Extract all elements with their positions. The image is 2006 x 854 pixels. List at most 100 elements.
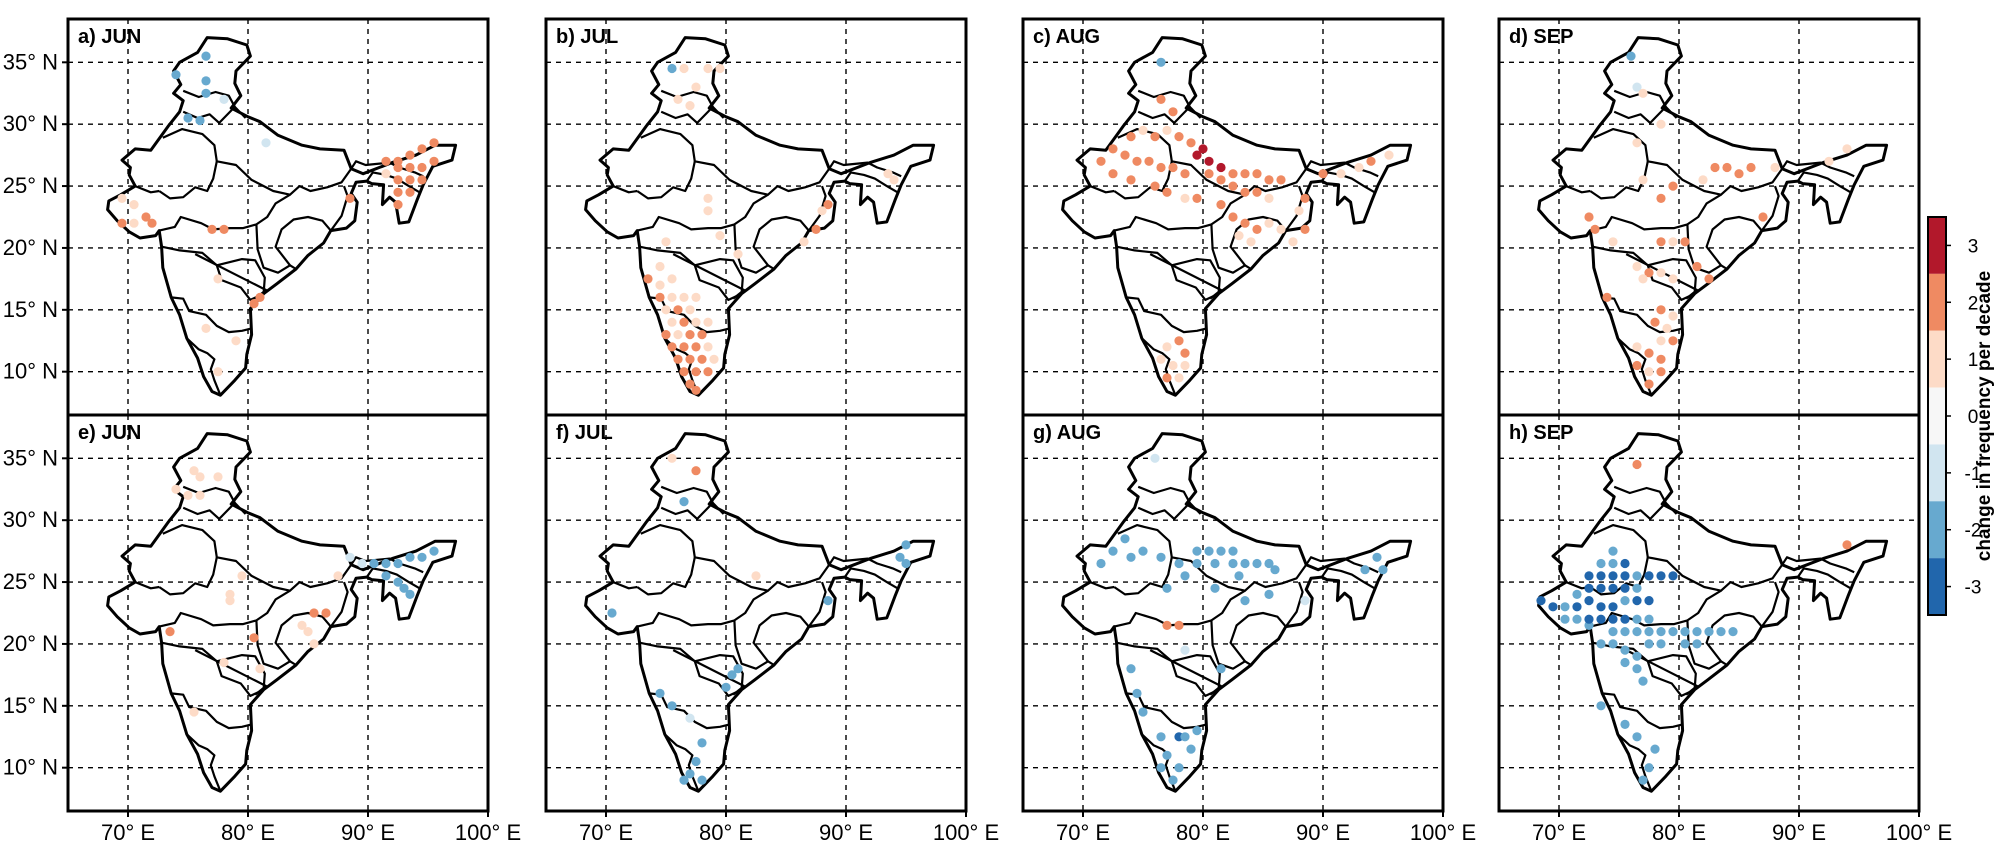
lon-tick-label: 70° E <box>101 820 155 845</box>
state-boundary <box>329 185 349 232</box>
station-point <box>321 608 331 618</box>
state-boundary <box>1210 620 1252 670</box>
station-point <box>1638 274 1648 284</box>
india-outline <box>1537 432 1889 793</box>
station-point <box>1668 237 1678 247</box>
state-boundary <box>1113 161 1173 200</box>
station-point <box>691 292 701 302</box>
panel-background <box>1499 415 1919 811</box>
station-point <box>697 330 707 340</box>
station-point <box>673 330 683 340</box>
station-point <box>1162 750 1172 760</box>
station-point <box>751 571 761 581</box>
state-boundary <box>1796 171 1852 194</box>
station-point <box>1240 169 1250 179</box>
station-point <box>171 484 181 494</box>
lon-tick-label: 90° E <box>819 820 873 845</box>
station-point <box>429 546 439 556</box>
station-point <box>1180 348 1190 358</box>
station-point <box>703 193 713 203</box>
station-point <box>1560 614 1570 624</box>
station-point <box>1560 602 1570 612</box>
lon-tick-label: 90° E <box>1772 820 1826 845</box>
station-point <box>381 571 391 581</box>
station-point <box>1692 261 1702 272</box>
state-boundary <box>162 127 353 196</box>
station-point <box>165 627 175 637</box>
station-point <box>1842 144 1852 154</box>
panel-content <box>1023 415 1443 811</box>
station-point <box>1300 596 1310 606</box>
station-point <box>1656 119 1666 129</box>
map-panel-jul-top: b) JUL <box>544 17 968 417</box>
station-point <box>1728 627 1738 637</box>
station-point <box>393 200 403 210</box>
station-point <box>1770 162 1780 173</box>
map-panel-jun-bottom: e) JUN <box>66 413 490 813</box>
station-point <box>1680 639 1690 649</box>
station-point <box>117 193 127 203</box>
state-boundary <box>1171 654 1221 690</box>
state-boundary <box>216 654 266 690</box>
station-point <box>817 206 827 216</box>
station-point <box>1704 274 1714 284</box>
station-point <box>1186 138 1196 148</box>
state-boundary <box>733 620 775 670</box>
station-point <box>1620 645 1630 655</box>
station-point <box>1644 379 1654 389</box>
state-boundary <box>161 641 265 697</box>
state-boundary <box>636 589 769 628</box>
station-point <box>1108 546 1118 556</box>
station-point <box>345 552 355 562</box>
station-point <box>1192 546 1202 556</box>
station-point <box>685 305 695 315</box>
station-point <box>1300 224 1310 234</box>
station-point <box>1156 162 1166 173</box>
station-point <box>1318 169 1328 179</box>
station-point <box>1572 589 1582 599</box>
station-point <box>1632 596 1642 606</box>
panel-content <box>1499 415 1919 811</box>
station-point <box>1126 132 1136 142</box>
lat-tick-label: 20° N <box>3 631 58 656</box>
station-point <box>1632 342 1642 352</box>
station-point <box>1596 701 1606 711</box>
station-point <box>685 379 695 389</box>
station-point <box>1138 707 1148 717</box>
station-point <box>405 162 415 173</box>
station-point <box>667 453 677 463</box>
station-point <box>1204 156 1214 166</box>
state-boundary <box>255 224 297 274</box>
station-point <box>1174 132 1184 142</box>
map-panel-jun-top: a) JUN <box>66 17 490 417</box>
station-point <box>1746 162 1756 173</box>
station-point <box>405 175 415 185</box>
station-point <box>1264 218 1274 228</box>
station-point <box>1132 688 1142 698</box>
colorbar-bins <box>1928 217 1946 615</box>
station-point <box>1680 237 1690 247</box>
station-point <box>1620 558 1630 569</box>
state-boundary <box>1116 245 1220 301</box>
lat-tick-label: 10° N <box>3 755 58 780</box>
station-point <box>1264 175 1274 185</box>
station-point <box>1162 125 1172 135</box>
station-point <box>1620 571 1630 581</box>
station-point <box>1656 305 1666 315</box>
station-point <box>1716 627 1726 637</box>
station-point <box>219 657 229 668</box>
station-point <box>1620 657 1630 668</box>
panel-background <box>68 19 488 415</box>
station-point <box>1572 614 1582 624</box>
station-point <box>1264 558 1274 569</box>
state-boundary <box>1137 485 1191 504</box>
station-point <box>1626 51 1636 61</box>
state-boundary <box>134 581 160 590</box>
map-panels: a) JUN b) JUL c) AUG d) SEP e) JUN f) JUL g) A… <box>66 17 1921 813</box>
station-point <box>1632 651 1642 661</box>
station-point <box>1240 558 1250 569</box>
station-point <box>1168 107 1178 117</box>
station-point <box>297 620 307 630</box>
station-point <box>1596 639 1606 649</box>
